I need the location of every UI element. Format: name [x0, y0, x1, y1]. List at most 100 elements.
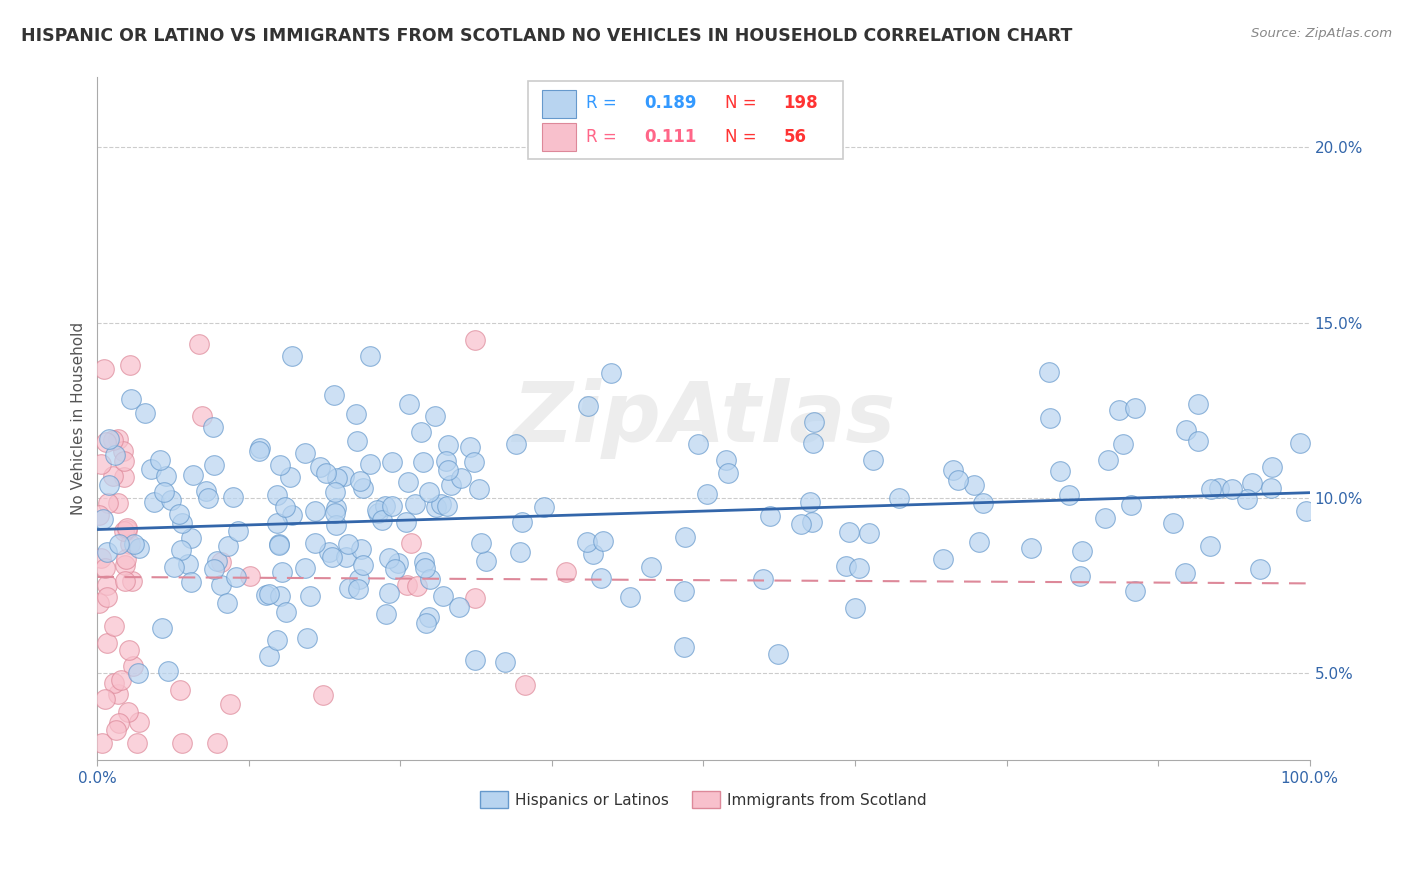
- Point: [450, 471, 472, 485]
- Point: [1039, 411, 1062, 425]
- Point: [94, 692, 117, 706]
- Point: [752, 573, 775, 587]
- Point: [395, 515, 418, 529]
- Point: [278, 470, 301, 484]
- Point: [96, 590, 118, 604]
- Point: [118, 642, 141, 657]
- Point: [257, 587, 280, 601]
- Point: [1261, 459, 1284, 474]
- Point: [413, 561, 436, 575]
- Text: 0.189: 0.189: [644, 95, 696, 112]
- Point: [274, 500, 297, 514]
- Point: [257, 648, 280, 663]
- Point: [790, 517, 813, 532]
- Point: [470, 536, 492, 550]
- Point: [209, 578, 232, 592]
- Point: [1199, 482, 1222, 496]
- Point: [374, 499, 396, 513]
- Point: [346, 434, 368, 448]
- Bar: [543, 90, 576, 119]
- Point: [592, 534, 614, 549]
- Point: [1236, 492, 1258, 507]
- Point: [217, 539, 239, 553]
- Point: [101, 433, 124, 447]
- Point: [432, 589, 454, 603]
- Text: R =: R =: [586, 95, 621, 112]
- Point: [309, 459, 332, 474]
- Point: [312, 688, 335, 702]
- Point: [838, 524, 860, 539]
- Point: [716, 467, 738, 481]
- Point: [221, 490, 243, 504]
- Point: [228, 524, 250, 538]
- Point: [425, 500, 447, 514]
- Point: [295, 632, 318, 646]
- Point: [409, 425, 432, 440]
- Point: [104, 723, 127, 737]
- Point: [672, 583, 695, 598]
- Point: [1038, 365, 1060, 379]
- Point: [153, 484, 176, 499]
- Point: [104, 448, 127, 462]
- Legend: Hispanics or Latinos, Immigrants from Scotland: Hispanics or Latinos, Immigrants from Sc…: [474, 785, 934, 814]
- Point: [91, 512, 114, 526]
- Point: [1108, 403, 1130, 417]
- Point: [266, 516, 288, 530]
- Point: [191, 409, 214, 423]
- Point: [349, 474, 371, 488]
- Point: [281, 508, 304, 522]
- Point: [326, 471, 349, 485]
- Point: [464, 333, 486, 347]
- Point: [315, 466, 337, 480]
- Point: [398, 397, 420, 411]
- Point: [946, 473, 969, 487]
- Text: 0.111: 0.111: [644, 128, 696, 146]
- Point: [249, 442, 271, 456]
- Point: [209, 555, 232, 569]
- Point: [555, 565, 578, 579]
- Point: [576, 399, 599, 413]
- Point: [107, 537, 129, 551]
- Point: [437, 438, 460, 452]
- Point: [266, 632, 288, 647]
- Point: [436, 500, 458, 514]
- Point: [533, 500, 555, 514]
- Point: [972, 496, 994, 510]
- Point: [167, 507, 190, 521]
- Text: N =: N =: [725, 128, 762, 146]
- Point: [107, 715, 129, 730]
- Text: ZipAtlas: ZipAtlas: [512, 378, 896, 459]
- Point: [463, 455, 485, 469]
- Point: [1069, 568, 1091, 582]
- Point: [384, 562, 406, 576]
- Point: [848, 561, 870, 575]
- Point: [267, 537, 290, 551]
- Point: [114, 558, 136, 573]
- Point: [440, 477, 463, 491]
- Point: [337, 537, 360, 551]
- Point: [352, 558, 374, 572]
- Point: [225, 569, 247, 583]
- Text: N =: N =: [725, 95, 762, 112]
- Point: [337, 581, 360, 595]
- Point: [120, 358, 142, 372]
- Point: [322, 388, 344, 402]
- Point: [149, 453, 172, 467]
- Point: [437, 463, 460, 477]
- Point: [344, 407, 367, 421]
- Point: [464, 591, 486, 605]
- Point: [333, 468, 356, 483]
- Point: [107, 687, 129, 701]
- Point: [1289, 435, 1312, 450]
- Text: 56: 56: [783, 128, 807, 146]
- Point: [269, 458, 291, 473]
- Point: [298, 589, 321, 603]
- Point: [163, 559, 186, 574]
- Point: [177, 558, 200, 572]
- Point: [202, 458, 225, 472]
- Point: [419, 572, 441, 586]
- Point: [112, 470, 135, 484]
- Point: [180, 575, 202, 590]
- Point: [120, 392, 142, 407]
- Point: [110, 673, 132, 688]
